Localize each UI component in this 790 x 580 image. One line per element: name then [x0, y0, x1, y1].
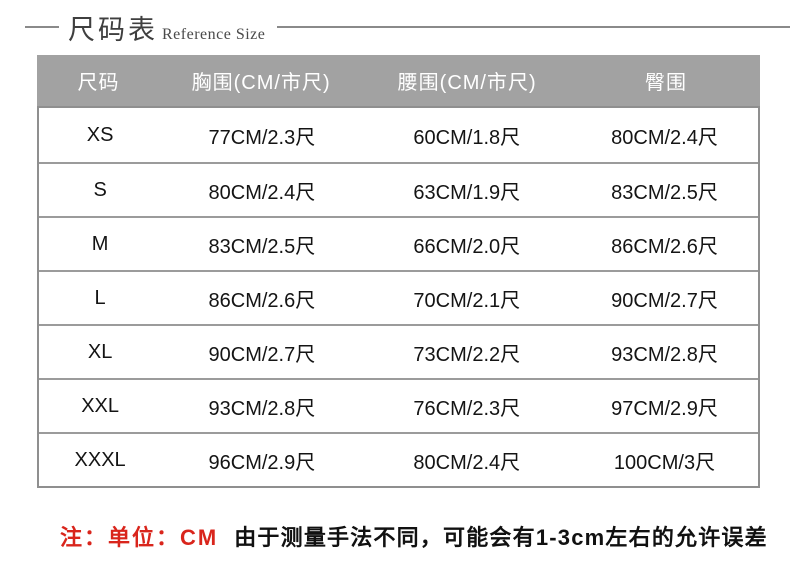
table-header-row: 尺码 胸围(CM/市尺) 腰围(CM/市尺) 臀围 — [37, 55, 760, 106]
table-row: L 86CM/2.6尺 70CM/2.1尺 90CM/2.7尺 — [39, 270, 758, 324]
waist-cell: 70CM/2.1尺 — [413, 289, 521, 312]
hip-cell: 90CM/2.7尺 — [611, 289, 718, 312]
waist-cell: 66CM/2.0尺 — [413, 235, 521, 258]
chest-cell: 90CM/2.7尺 — [208, 343, 316, 366]
hip-cell: 97CM/2.9尺 — [611, 397, 718, 420]
title-rule-right — [277, 26, 790, 28]
table-row: XXXL 96CM/2.9尺 80CM/2.4尺 100CM/3尺 — [39, 432, 758, 486]
size-cell: L — [94, 286, 106, 309]
waist-cell: 60CM/1.8尺 — [413, 126, 521, 149]
hip-cell: 100CM/3尺 — [613, 451, 716, 474]
column-header-waist: 腰围(CM/市尺) — [397, 72, 537, 94]
title-rule-left — [25, 26, 59, 28]
chest-cell: 80CM/2.4尺 — [208, 181, 316, 204]
table-row: XS 77CM/2.3尺 60CM/1.8尺 80CM/2.4尺 — [39, 108, 758, 162]
size-cell: M — [91, 232, 109, 255]
size-cell: XL — [87, 340, 113, 363]
table-row: XXL 93CM/2.8尺 76CM/2.3尺 97CM/2.9尺 — [39, 378, 758, 432]
size-cell: S — [93, 178, 107, 201]
column-header-hip: 臀围 — [644, 72, 687, 94]
column-header-chest: 胸围(CM/市尺) — [191, 72, 331, 94]
page-subtitle: Reference Size — [162, 25, 266, 43]
chest-cell: 96CM/2.9尺 — [208, 451, 316, 474]
hip-cell: 83CM/2.5尺 — [611, 181, 718, 204]
page-title: 尺码表 — [68, 14, 158, 45]
table-row: M 83CM/2.5尺 66CM/2.0尺 86CM/2.6尺 — [39, 216, 758, 270]
chest-cell: 77CM/2.3尺 — [208, 126, 316, 149]
chest-cell: 86CM/2.6尺 — [208, 289, 316, 312]
note-unit-text: 注：单位：CM — [60, 525, 219, 550]
waist-cell: 80CM/2.4尺 — [413, 451, 521, 474]
hip-cell: 93CM/2.8尺 — [611, 343, 718, 366]
size-cell: XXL — [81, 394, 120, 417]
waist-cell: 63CM/1.9尺 — [413, 181, 521, 204]
chest-cell: 93CM/2.8尺 — [208, 397, 316, 420]
waist-cell: 76CM/2.3尺 — [413, 397, 521, 420]
size-cell: XXXL — [74, 448, 126, 471]
waist-cell: 73CM/2.2尺 — [413, 343, 521, 366]
table-row: S 80CM/2.4尺 63CM/1.9尺 83CM/2.5尺 — [39, 162, 758, 216]
size-table: 尺码 胸围(CM/市尺) 腰围(CM/市尺) 臀围 XS 77CM/2.3尺 6… — [37, 55, 760, 488]
size-cell: XS — [86, 123, 114, 146]
measurement-note: 注：单位：CM 由于测量手法不同，可能会有1-3cm左右的允许误差 — [60, 520, 768, 552]
section-title-bar: 尺码表 Reference Size — [0, 8, 790, 46]
section-title: 尺码表 Reference Size — [68, 8, 265, 47]
hip-cell: 80CM/2.4尺 — [611, 126, 718, 149]
column-header-size: 尺码 — [77, 72, 120, 94]
table-row: XL 90CM/2.7尺 73CM/2.2尺 93CM/2.8尺 — [39, 324, 758, 378]
note-tolerance-text: 由于测量手法不同，可能会有1-3cm左右的允许误差 — [234, 525, 768, 550]
chest-cell: 83CM/2.5尺 — [208, 235, 316, 258]
hip-cell: 86CM/2.6尺 — [611, 235, 718, 258]
table-body: XS 77CM/2.3尺 60CM/1.8尺 80CM/2.4尺 S 80CM/… — [37, 106, 760, 488]
